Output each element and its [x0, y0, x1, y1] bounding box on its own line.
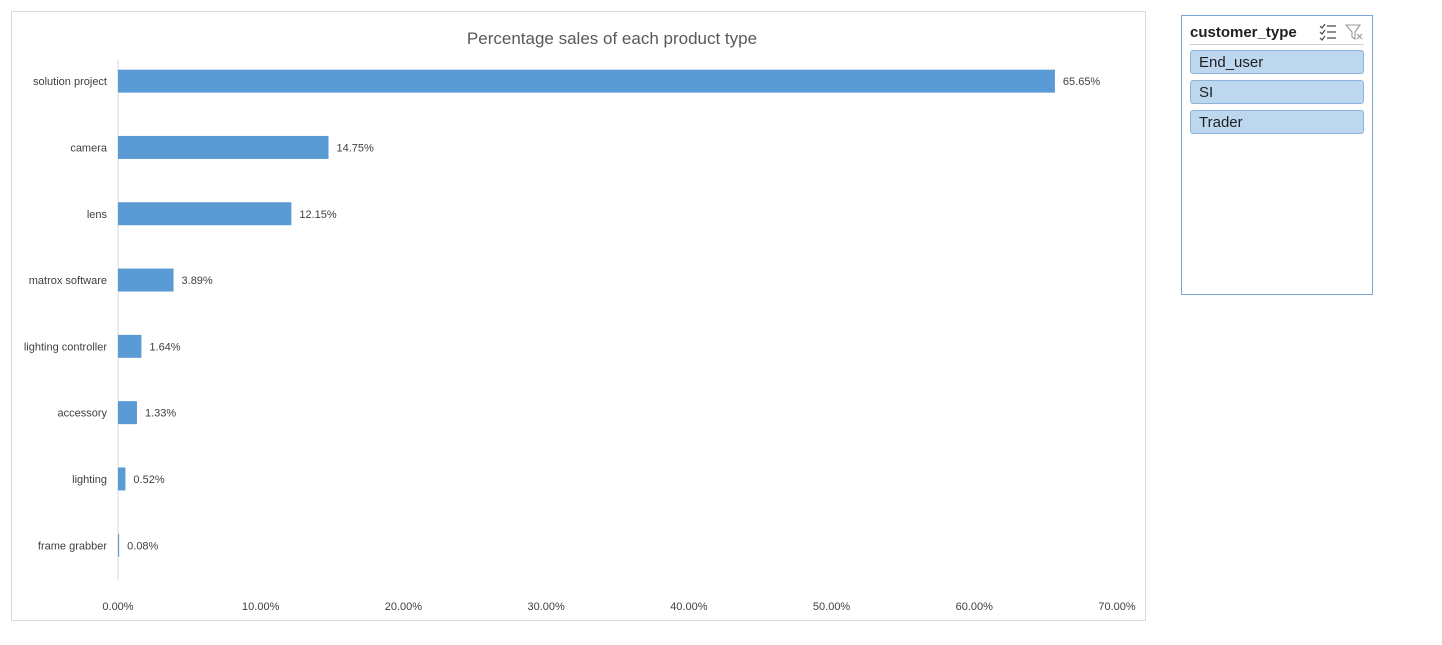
bar	[118, 202, 292, 226]
x-tick-label: 10.00%	[242, 601, 280, 613]
x-tick-label: 50.00%	[813, 601, 851, 613]
category-label: frame grabber	[38, 540, 107, 552]
bar	[118, 69, 1055, 93]
bar	[118, 467, 126, 491]
slicer-item-label: Trader	[1199, 113, 1243, 131]
slicer-item-trader[interactable]: Trader	[1190, 110, 1364, 134]
x-tick-label: 20.00%	[385, 601, 423, 613]
data-label: 0.08%	[127, 540, 158, 552]
data-label: 14.75%	[337, 142, 375, 154]
bar	[118, 334, 142, 358]
bar	[118, 533, 120, 557]
plot-area: solution project 65.65% camera 14.75% lens 12…	[24, 60, 1136, 613]
bar-chart: Percentage sales of each product type so…	[24, 29, 1136, 613]
multi-select-icon[interactable]	[1318, 22, 1338, 42]
data-label: 0.52%	[133, 474, 164, 486]
customer-type-slicer[interactable]: customer_type End_user SI	[1181, 15, 1373, 295]
clear-filter-icon[interactable]	[1344, 22, 1364, 42]
category-label: lighting	[72, 474, 107, 486]
data-label: 3.89%	[182, 275, 213, 287]
slicer-item-label: End_user	[1199, 53, 1264, 71]
x-tick-label: 0.00%	[102, 601, 133, 613]
category-label: lighting controller	[24, 341, 107, 353]
chart-title: Percentage sales of each product type	[467, 29, 757, 48]
category-label: accessory	[57, 408, 107, 420]
bar	[118, 268, 174, 292]
data-label: 1.33%	[145, 408, 176, 420]
bar	[118, 401, 137, 425]
category-label: lens	[87, 209, 108, 221]
category-label: matrox software	[29, 275, 107, 287]
bar	[118, 135, 329, 159]
slicer-items: End_user SI Trader	[1190, 50, 1364, 140]
chart-area[interactable]: Percentage sales of each product type so…	[11, 11, 1146, 621]
data-label: 1.64%	[149, 341, 180, 353]
slicer-item-label: SI	[1199, 83, 1214, 101]
x-tick-label: 30.00%	[527, 601, 565, 613]
data-label: 12.15%	[299, 209, 337, 221]
data-label: 65.65%	[1063, 76, 1101, 88]
x-tick-label: 40.00%	[670, 601, 708, 613]
slicer-item-si[interactable]: SI	[1190, 80, 1364, 104]
slicer-title: customer_type	[1190, 23, 1297, 41]
slicer-item-end-user[interactable]: End_user	[1190, 50, 1364, 74]
category-label: solution project	[33, 76, 107, 88]
x-tick-label: 70.00%	[1098, 601, 1136, 613]
category-label: camera	[70, 142, 108, 154]
slicer-header: customer_type	[1190, 20, 1364, 45]
x-tick-label: 60.00%	[956, 601, 994, 613]
